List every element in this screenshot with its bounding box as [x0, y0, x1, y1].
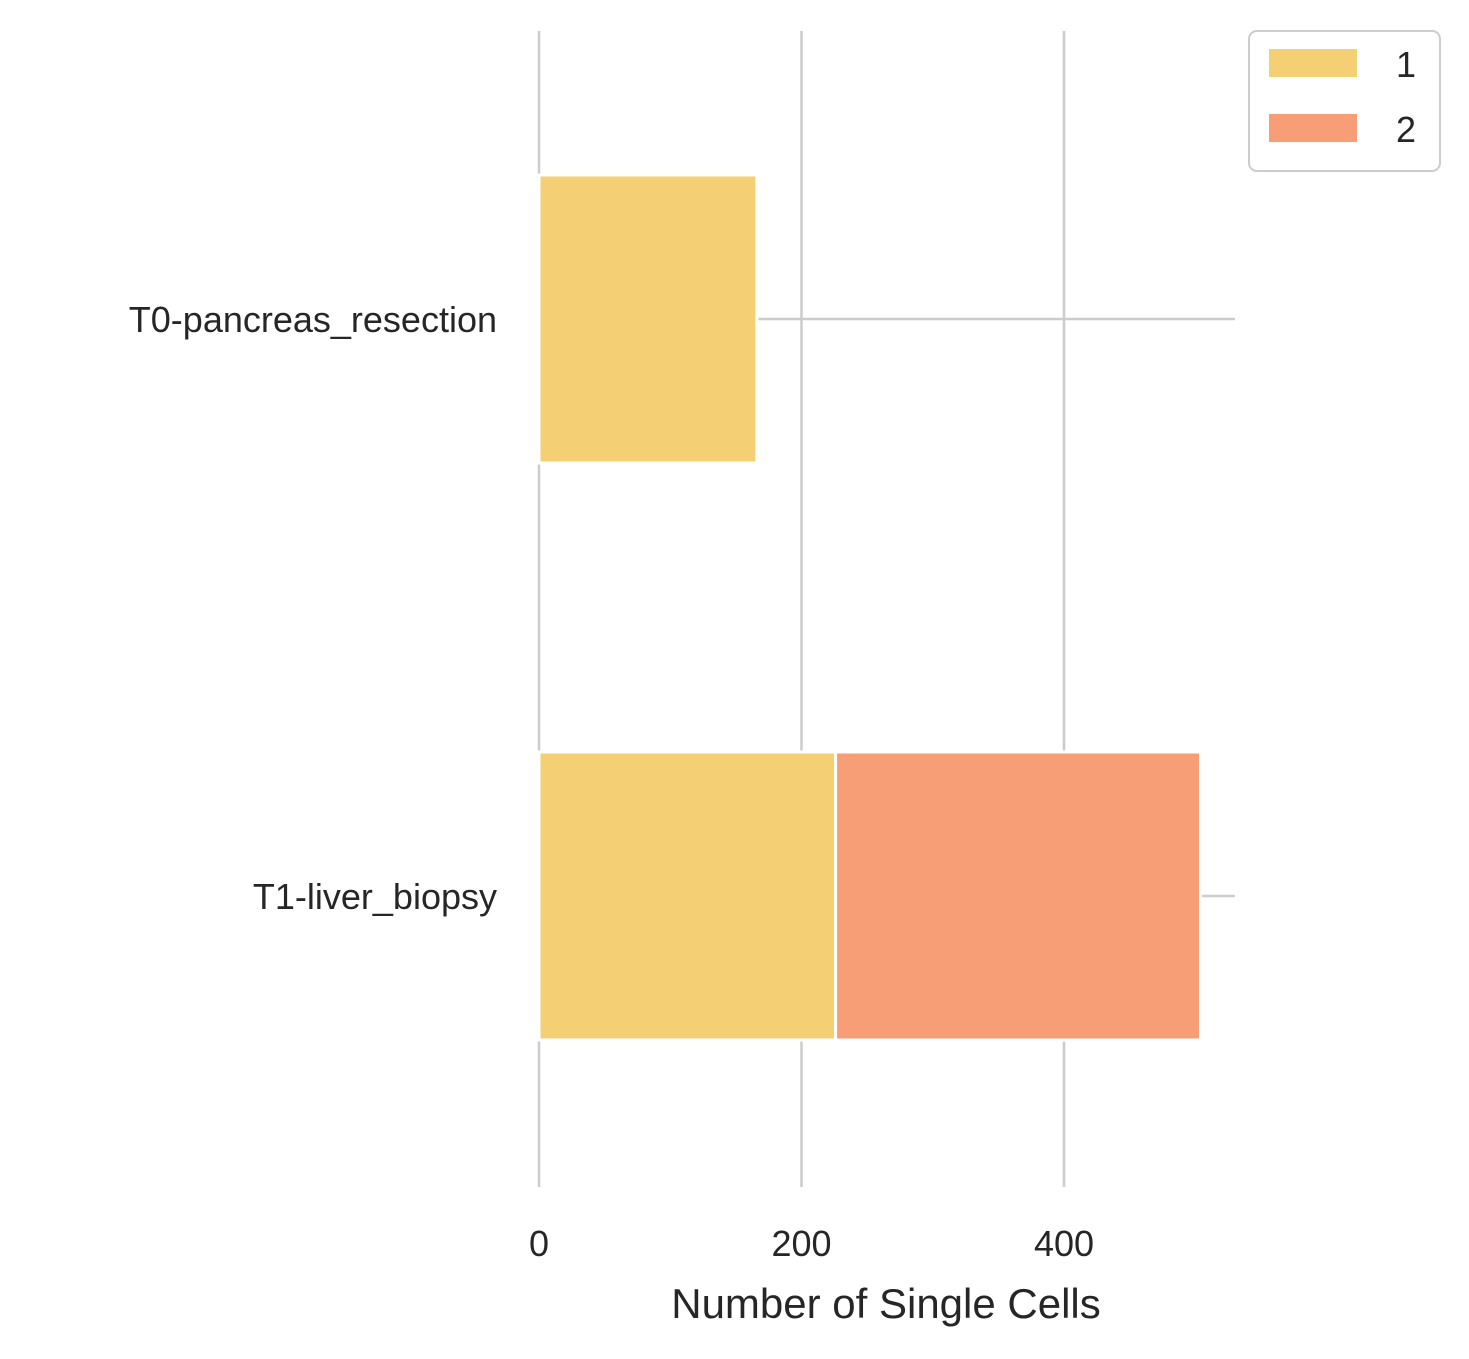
y-tick-label: T0-pancreas_resection	[129, 299, 497, 340]
bar-segment-series-1	[537, 173, 759, 465]
bar-segment-series-2	[834, 750, 1202, 1042]
y-tick-label: T1-liver_biopsy	[253, 876, 497, 917]
bars	[537, 173, 1202, 1042]
x-tick-labels: 0 200 400	[529, 1223, 1094, 1264]
x-tick-label: 400	[1034, 1223, 1094, 1264]
x-axis-label: Number of Single Cells	[671, 1280, 1101, 1327]
legend: 12	[1248, 30, 1441, 172]
legend-swatch	[1269, 49, 1357, 77]
legend-swatch	[1269, 114, 1357, 142]
legend-label: 2	[1396, 109, 1416, 150]
bar-segment-series-1	[537, 750, 838, 1042]
legend-label: 1	[1396, 44, 1416, 85]
y-tick-labels: T0-pancreas_resection T1-liver_biopsy	[129, 299, 497, 917]
x-tick-label: 0	[529, 1223, 549, 1264]
x-tick-label: 200	[771, 1223, 831, 1264]
